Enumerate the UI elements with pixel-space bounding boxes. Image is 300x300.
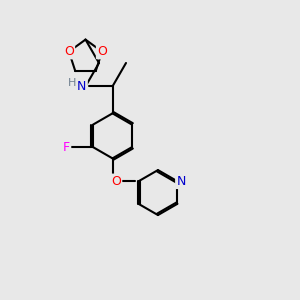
Text: H: H bbox=[68, 78, 76, 88]
Text: O: O bbox=[111, 175, 121, 188]
Text: O: O bbox=[64, 45, 74, 58]
Text: F: F bbox=[63, 141, 70, 154]
Text: O: O bbox=[97, 45, 107, 58]
Text: N: N bbox=[77, 80, 87, 93]
Text: N: N bbox=[176, 175, 186, 188]
